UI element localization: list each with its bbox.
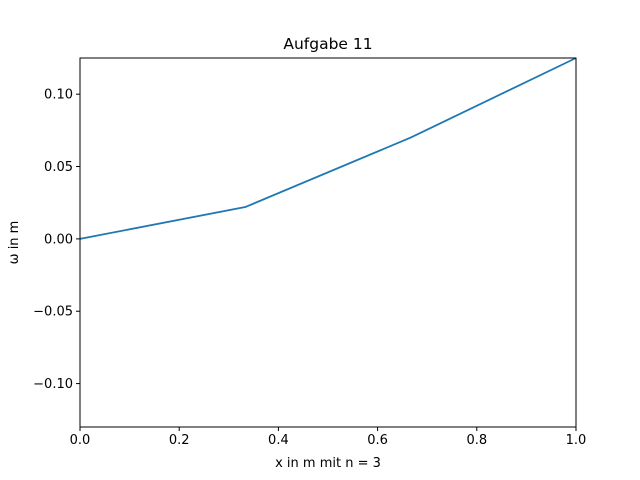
y-tick-label: 0.00 <box>44 232 73 247</box>
y-axis: −0.10 −0.05 0.00 0.05 0.10 <box>33 88 80 392</box>
x-axis: 0.0 0.2 0.4 0.6 0.8 1.0 <box>70 427 587 448</box>
x-tick-label: 0.6 <box>367 433 388 448</box>
y-tick-label: −0.05 <box>33 305 73 320</box>
chart-title: Aufgabe 11 <box>283 35 372 53</box>
plot-area <box>79 57 577 240</box>
axes-frame <box>79 57 577 428</box>
series-line-0 <box>79 57 577 240</box>
x-tick-label: 0.8 <box>466 433 487 448</box>
x-tick-label: 0.2 <box>169 433 190 448</box>
y-tick-label: 0.05 <box>44 160 73 175</box>
x-tick-label: 0.0 <box>70 433 91 448</box>
y-tick-label: −0.10 <box>33 377 73 392</box>
y-axis-label: ω in m <box>7 221 22 265</box>
x-tick-label: 0.4 <box>268 433 289 448</box>
x-tick-label: 1.0 <box>566 433 587 448</box>
x-axis-label: x in m mit n = 3 <box>275 456 381 471</box>
y-tick-label: 0.10 <box>44 88 73 103</box>
